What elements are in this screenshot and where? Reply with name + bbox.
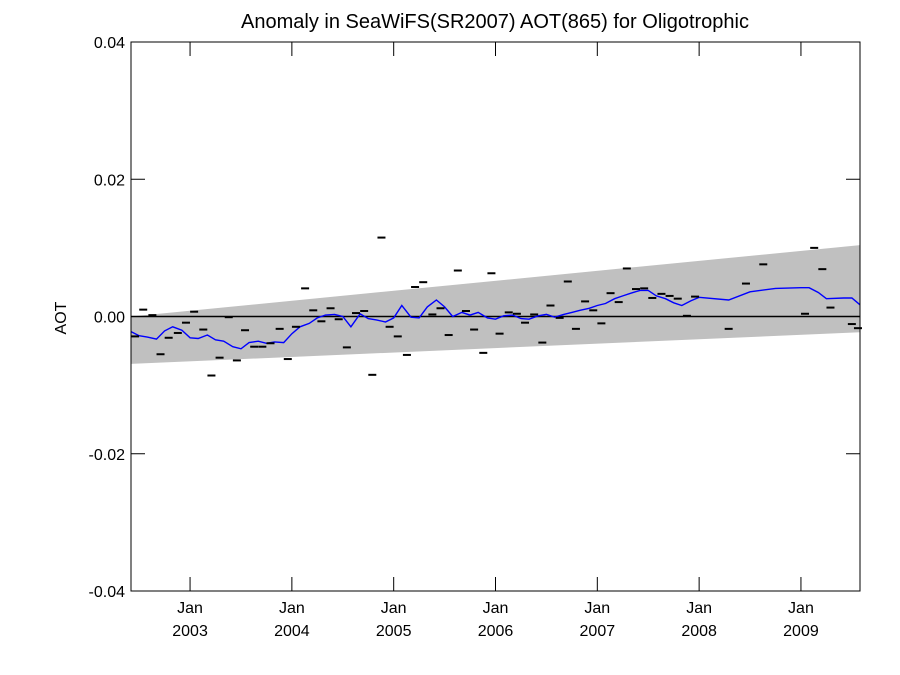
y-tick-label: 0.02 bbox=[94, 172, 125, 189]
y-tick-label: -0.04 bbox=[89, 584, 126, 601]
axes-layer bbox=[130, 41, 861, 592]
y-tick-label: 0.00 bbox=[94, 310, 125, 327]
x-tick-label-month: Jan bbox=[279, 600, 305, 617]
x-tick-label-year: 2003 bbox=[172, 623, 208, 640]
line-series-layer bbox=[130, 287, 861, 350]
x-tick-label-month: Jan bbox=[483, 600, 509, 617]
y-axis-label: AOT bbox=[53, 301, 70, 334]
uncertainty-band-layer bbox=[131, 245, 860, 364]
uncertainty-band bbox=[131, 245, 860, 364]
x-tick-label-year: 2006 bbox=[478, 623, 514, 640]
chart-title: Anomaly in SeaWiFS(SR2007) AOT(865) for … bbox=[241, 11, 749, 33]
x-tick-label-month: Jan bbox=[381, 600, 407, 617]
tick-label-layer: 0.04 0.02 0.00 -0.02 -0.04 Jan 2003 Jan 2004 Jan 2… bbox=[89, 35, 819, 640]
x-tick-label-month: Jan bbox=[584, 600, 610, 617]
x-tick-label-year: 2004 bbox=[274, 623, 310, 640]
x-tick-label-year: 2007 bbox=[580, 623, 616, 640]
x-tick-label-year: 2008 bbox=[681, 623, 717, 640]
trend-line bbox=[130, 287, 861, 350]
x-tick-label-year: 2005 bbox=[376, 623, 412, 640]
x-tick-label-month: Jan bbox=[686, 600, 712, 617]
x-tick-label-month: Jan bbox=[177, 600, 203, 617]
x-tick-label-month: Jan bbox=[788, 600, 814, 617]
y-tick-label: -0.02 bbox=[89, 447, 126, 464]
x-tick-label-year: 2009 bbox=[783, 623, 819, 640]
marker-series-layer bbox=[131, 236, 862, 377]
y-tick-label: 0.04 bbox=[94, 35, 125, 52]
